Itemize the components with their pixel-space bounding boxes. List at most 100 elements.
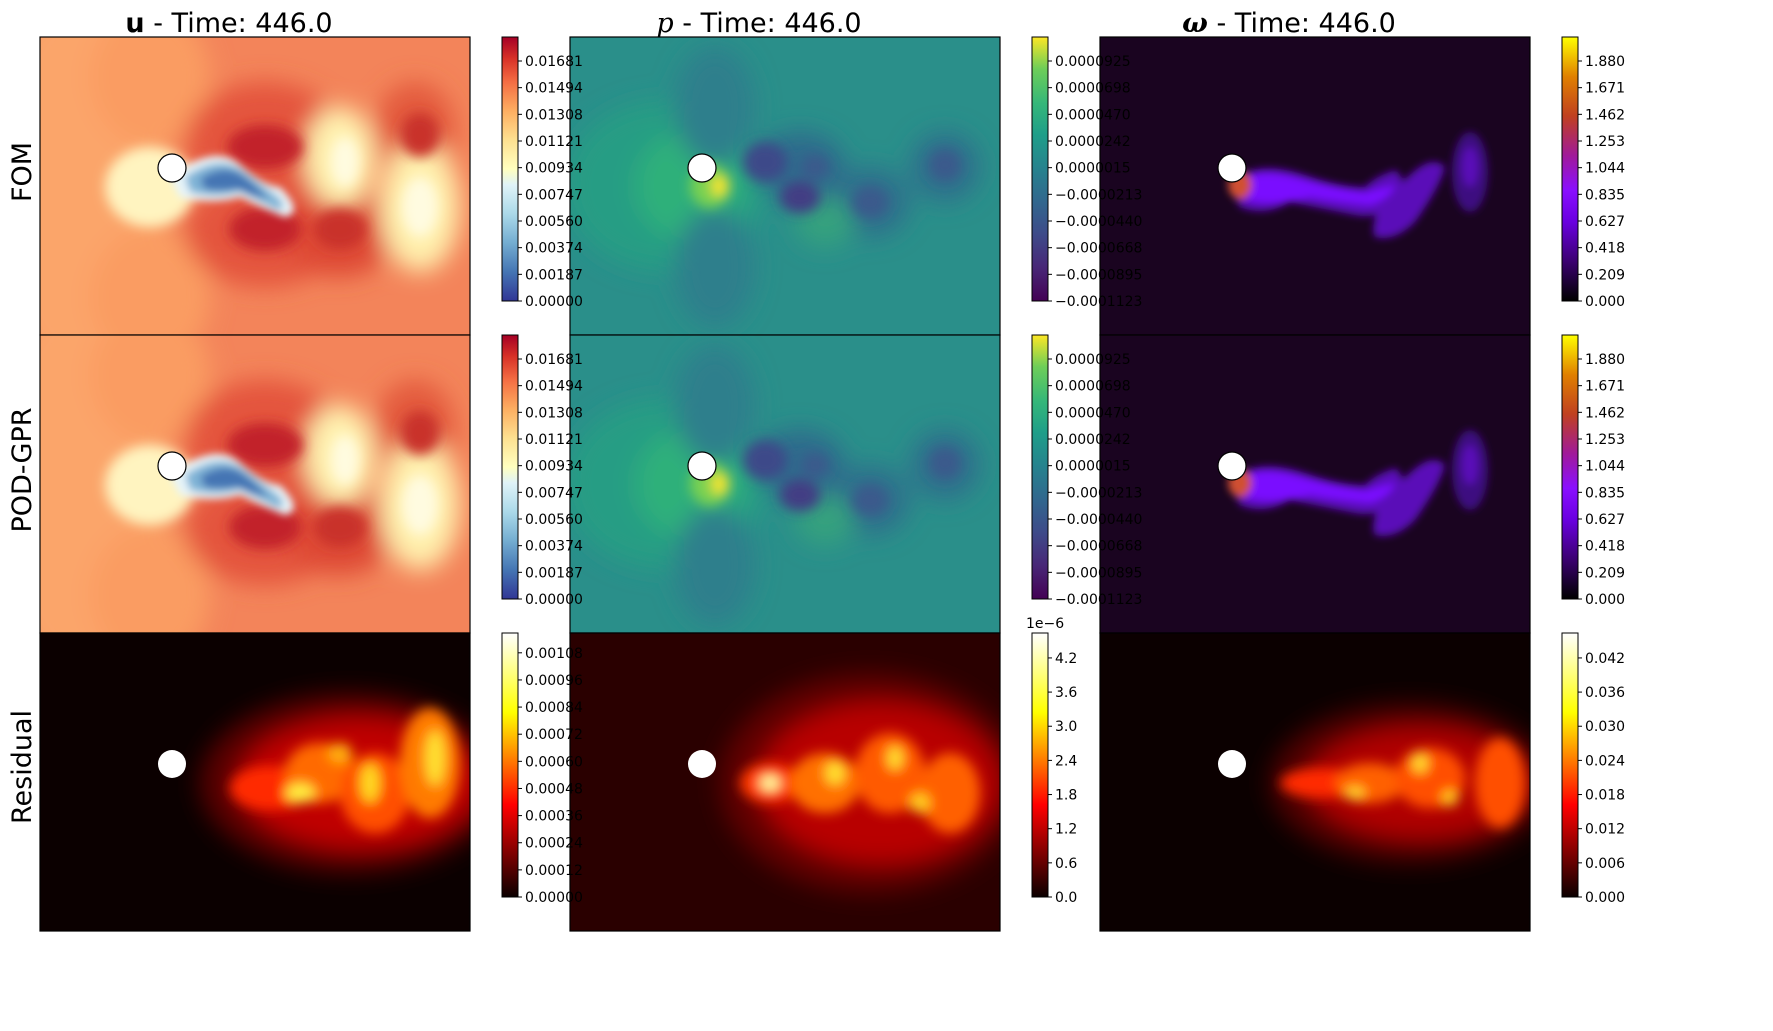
colorbar-tick-label: 1.462 bbox=[1585, 107, 1625, 123]
col-symbol: p bbox=[656, 8, 673, 39]
colorbar-tick-label: 0.01121 bbox=[525, 134, 583, 150]
colorbar-tick-label: 1.671 bbox=[1585, 379, 1625, 395]
colorbar-gradient bbox=[1031, 334, 1049, 600]
cylinder-obstacle bbox=[687, 451, 717, 481]
colorbar-tick-label: 0.00747 bbox=[525, 485, 583, 501]
colorbar-tick-label: 1.2 bbox=[1055, 822, 1077, 838]
colorbar-tick-label: 0.01121 bbox=[525, 432, 583, 448]
panel-fom-u bbox=[39, 36, 471, 336]
colorbar-tick-label: 0.00000 bbox=[525, 890, 583, 906]
row-label-fom: FOM bbox=[7, 142, 38, 202]
col-time: - Time: 446.0 bbox=[145, 8, 333, 39]
colorbar-pod-gpr-p: −0.0001123 −0.0000895 −0.0000668 −0.0000440… bbox=[1031, 334, 1142, 608]
colorbar-tick-label: 0.627 bbox=[1585, 214, 1625, 230]
cylinder-obstacle bbox=[157, 153, 187, 183]
colorbar-tick-label: 1.044 bbox=[1585, 161, 1625, 177]
column-title-omega: ω - Time: 446.0 bbox=[1182, 8, 1396, 39]
cylinder-obstacle bbox=[1218, 750, 1246, 778]
colorbar-tick-label: 0.01681 bbox=[525, 54, 583, 70]
colorbar-tick-label: 1.880 bbox=[1585, 54, 1625, 70]
colorbar-tick-label: 0.6 bbox=[1055, 856, 1077, 872]
cylinder-obstacle bbox=[688, 750, 716, 778]
colorbar-tick-label: −0.0000440 bbox=[1055, 512, 1142, 528]
panel-residual-p bbox=[569, 632, 1001, 932]
colorbar-tick-label: −0.0000213 bbox=[1055, 187, 1142, 203]
colorbar-tick-label: −0.0001123 bbox=[1055, 592, 1142, 608]
colorbar-tick-label: 0.418 bbox=[1585, 241, 1625, 257]
cylinder-obstacle bbox=[687, 153, 717, 183]
colorbar-tick-label: 0.0000698 bbox=[1055, 81, 1131, 97]
colorbar-tick-label: 0.01494 bbox=[525, 379, 583, 395]
row-label-pod-gpr: POD-GPR bbox=[7, 407, 38, 532]
colorbar-tick-label: 0.0000242 bbox=[1055, 432, 1131, 448]
colorbar-tick-label: 1.253 bbox=[1585, 134, 1625, 150]
colorbar-tick-label: −0.0000440 bbox=[1055, 214, 1142, 230]
colorbar-pod-gpr-omega: 0.000 0.209 0.418 0.627 0.835 1.044 1.253 1.462… bbox=[1561, 334, 1625, 608]
col-time: - Time: 446.0 bbox=[1208, 8, 1396, 39]
colorbar-tick-label: 0.00187 bbox=[525, 267, 583, 283]
colorbar-tick-label: 0.018 bbox=[1585, 788, 1625, 804]
colorbar-tick-label: 0.209 bbox=[1585, 267, 1625, 283]
colorbar-tick-label: 0.00012 bbox=[525, 863, 583, 879]
panel-fom-omega bbox=[1099, 36, 1531, 336]
panel-pod-gpr-p bbox=[569, 334, 1001, 634]
colorbar-tick-label: 1.8 bbox=[1055, 788, 1077, 804]
colorbar-tick-label: 0.00374 bbox=[525, 539, 583, 555]
colorbar-tick-label: 0.036 bbox=[1585, 685, 1625, 701]
panel-pod-gpr-omega bbox=[1099, 334, 1531, 634]
colorbar-tick-label: 1.880 bbox=[1585, 352, 1625, 368]
colorbar-gradient bbox=[1561, 632, 1579, 898]
colorbar-tick-label: 0.627 bbox=[1585, 512, 1625, 528]
colorbar-tick-label: 0.0000470 bbox=[1055, 405, 1131, 421]
colorbar-tick-label: 0.835 bbox=[1585, 187, 1625, 203]
colorbar-tick-label: 0.00060 bbox=[525, 754, 583, 770]
colorbar-gradient bbox=[501, 334, 519, 600]
colorbar-tick-label: 2.4 bbox=[1055, 753, 1077, 769]
colorbar-tick-label: 0.00187 bbox=[525, 565, 583, 581]
colorbar-tick-label: 0.0000015 bbox=[1055, 161, 1131, 177]
colorbar-tick-label: 0.418 bbox=[1585, 539, 1625, 555]
colorbar-residual-p: 0.0 0.6 1.2 1.8 2.4 3.0 3.6 4.2 1e−6 bbox=[1026, 616, 1077, 906]
colorbar-tick-label: 0.00747 bbox=[525, 187, 583, 203]
colorbar-tick-label: 0.00072 bbox=[525, 727, 583, 743]
row-label-residual: Residual bbox=[7, 710, 38, 824]
colorbar-tick-label: 0.006 bbox=[1585, 856, 1625, 872]
colorbar-tick-label: 0.00096 bbox=[525, 673, 583, 689]
colorbar-tick-label: 0.012 bbox=[1585, 822, 1625, 838]
colorbar-tick-label: 1.253 bbox=[1585, 432, 1625, 448]
colorbar-tick-label: 0.00084 bbox=[525, 700, 583, 716]
colorbar-residual-omega: 0.000 0.006 0.012 0.018 0.024 0.030 0.036 0.042 bbox=[1561, 632, 1625, 906]
colorbar-tick-label: 1.044 bbox=[1585, 459, 1625, 475]
colorbar-tick-label: 1.671 bbox=[1585, 81, 1625, 97]
cylinder-obstacle bbox=[1217, 451, 1247, 481]
colorbar-tick-label: 0.00000 bbox=[525, 592, 583, 608]
panel-pod-gpr-u bbox=[39, 334, 471, 634]
colorbar-tick-label: 0.0000698 bbox=[1055, 379, 1131, 395]
colorbar-gradient bbox=[1561, 36, 1579, 302]
colorbar-fom-omega: 0.000 0.209 0.418 0.627 0.835 1.044 1.253 1.462… bbox=[1561, 36, 1625, 310]
colorbar-gradient bbox=[1561, 334, 1579, 600]
column-title-p: p - Time: 446.0 bbox=[656, 8, 861, 39]
panel-fom-p bbox=[569, 36, 1001, 336]
colorbar-tick-label: −0.0000213 bbox=[1055, 485, 1142, 501]
colorbar-residual-u: 0.00000 0.00012 0.00024 0.00036 0.00048 0.000… bbox=[501, 632, 583, 906]
colorbar-tick-label: 0.209 bbox=[1585, 565, 1625, 581]
colorbar-tick-label: 0.00934 bbox=[525, 459, 583, 475]
colorbar-tick-label: 1.462 bbox=[1585, 405, 1625, 421]
colorbar-tick-label: −0.0000668 bbox=[1055, 241, 1142, 257]
colorbar-tick-label: −0.0000895 bbox=[1055, 565, 1142, 581]
colorbar-tick-label: 0.000 bbox=[1585, 294, 1625, 310]
colorbar-tick-label: 0.00024 bbox=[525, 836, 583, 852]
cylinder-obstacle bbox=[1217, 153, 1247, 183]
colorbar-gradient bbox=[501, 36, 519, 302]
colorbar-pod-gpr-u: 0.00000 0.00187 0.00374 0.00560 0.00747 0.009… bbox=[501, 334, 583, 608]
colorbar-tick-label: 0.00560 bbox=[525, 214, 583, 230]
colorbar-tick-label: 0.00048 bbox=[525, 781, 583, 797]
colorbar-tick-label: 0.01494 bbox=[525, 81, 583, 97]
colorbar-tick-label: 0.024 bbox=[1585, 753, 1625, 769]
colorbar-tick-label: 0.00560 bbox=[525, 512, 583, 528]
colorbar-tick-label: 0.00108 bbox=[525, 646, 583, 662]
colorbar-tick-label: 0.00934 bbox=[525, 161, 583, 177]
colorbar-tick-label: 0.030 bbox=[1585, 719, 1625, 735]
